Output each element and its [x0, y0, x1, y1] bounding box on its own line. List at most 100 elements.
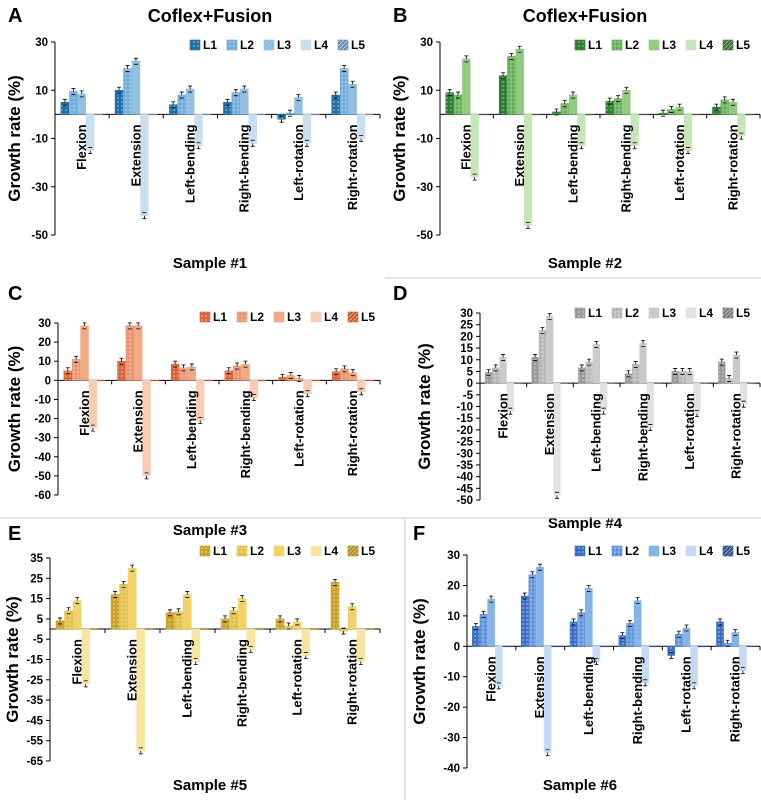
legend-label-l1: L1	[588, 306, 602, 320]
legend-swatch-l2	[611, 39, 623, 51]
panel-title: Coflex+Fusion	[148, 6, 273, 26]
y-tick-label: -65	[26, 756, 43, 768]
legend: L1 L2 L3 L4 L5	[199, 310, 375, 324]
error-bar	[296, 94, 301, 101]
y-tick-label: -25	[456, 437, 473, 449]
legend-swatch-l4	[685, 545, 697, 557]
category-label: Left-rotation	[682, 393, 697, 470]
error-bar	[522, 592, 527, 600]
bar-l5	[365, 628, 374, 630]
error-bar	[304, 139, 309, 147]
category-label: Left-bending	[589, 393, 604, 472]
panel-letter: A	[8, 5, 22, 27]
bar-l1	[667, 645, 676, 656]
category-label: Right-rotation	[729, 393, 744, 479]
error-bar	[473, 623, 478, 630]
error-bar	[456, 91, 461, 99]
legend-label-l4: L4	[324, 310, 338, 324]
panel-letter: F	[413, 523, 425, 545]
error-bar	[633, 361, 638, 368]
bar-l5	[90, 628, 99, 630]
bar-l2	[577, 612, 585, 647]
legend-label-l2: L2	[625, 544, 639, 558]
error-bar	[508, 407, 513, 415]
error-bar	[635, 597, 640, 605]
bar-l5	[600, 645, 608, 648]
error-bar	[739, 132, 744, 140]
bar-l3	[241, 363, 250, 381]
legend-swatch-l5	[722, 39, 734, 51]
legend: L1 L2 L3 L4 L5	[574, 544, 750, 558]
error-bar	[334, 368, 339, 376]
error-bar	[176, 608, 181, 616]
legend-swatch-l4	[310, 311, 322, 323]
bar-l5	[256, 114, 266, 116]
panel-letter: B	[393, 5, 407, 27]
bar-l1	[224, 370, 233, 381]
error-bar	[626, 370, 631, 378]
y-tick-label: -10	[456, 402, 473, 414]
bar-l5	[551, 645, 559, 648]
legend-label-l4: L4	[324, 544, 338, 558]
bar-l5	[585, 114, 594, 116]
chart-panel-f: F Growth rate (%) 30 20 10 0 -10 -20 -30 -40 Flexi…	[410, 523, 761, 794]
bar-l3	[633, 600, 642, 647]
error-bar	[189, 363, 194, 371]
error-bar	[231, 607, 236, 615]
bar-l2	[179, 367, 188, 381]
bar-l2	[69, 91, 78, 115]
error-bar	[526, 221, 531, 229]
error-bar	[594, 658, 599, 665]
legend: L1 L2 L3 L4 L5	[199, 544, 375, 558]
bar-l3	[292, 621, 302, 630]
error-bar	[350, 603, 355, 611]
y-tick-label: -50	[416, 230, 433, 242]
error-bar	[171, 101, 176, 109]
error-bar	[223, 615, 228, 623]
error-bar	[722, 96, 727, 104]
bar-l3	[731, 632, 740, 647]
error-bar	[226, 367, 231, 375]
bar-l2	[339, 628, 348, 632]
error-bar	[669, 652, 674, 659]
category-label: Flexion	[70, 639, 85, 685]
y-tick-label: 10	[35, 85, 48, 97]
category-label: Flexion	[77, 390, 92, 436]
error-bar	[533, 354, 538, 361]
bar-l2	[479, 614, 488, 647]
bar-l3	[131, 60, 141, 115]
bar-l3	[294, 97, 303, 115]
bar-l5	[310, 628, 319, 630]
bar-l1	[170, 363, 180, 381]
bar-l2	[678, 371, 687, 384]
category-label: Right-rotation	[345, 390, 360, 476]
legend-swatch-l3	[273, 311, 285, 323]
bar-l1	[712, 106, 721, 115]
error-bar	[144, 472, 149, 480]
category-label: Right-rotation	[345, 639, 360, 725]
category-label: Extension	[128, 124, 143, 186]
bar-l2	[229, 610, 238, 630]
error-bar	[601, 407, 606, 415]
legend-label-l3: L3	[662, 306, 676, 320]
y-tick-label: 20	[460, 331, 473, 343]
legend-label-l1: L1	[588, 38, 602, 52]
error-bar	[288, 109, 292, 117]
bar-l5	[532, 114, 541, 116]
legend-label-l3: L3	[287, 544, 301, 558]
error-bar	[185, 591, 190, 598]
y-tick-label: -45	[456, 483, 473, 495]
bar-l3	[686, 371, 694, 384]
error-bar	[587, 358, 592, 366]
legend-label-l5: L5	[361, 544, 375, 558]
legend-swatch-l4	[300, 39, 312, 51]
y-tick-label: -10	[443, 672, 460, 684]
error-bar	[547, 313, 552, 320]
error-bar	[119, 357, 124, 365]
bar-l1	[624, 373, 633, 384]
error-bar	[607, 97, 612, 105]
bar-l2	[723, 642, 732, 647]
legend-swatch-l4	[685, 307, 697, 319]
y-tick-label: -35	[26, 695, 43, 707]
